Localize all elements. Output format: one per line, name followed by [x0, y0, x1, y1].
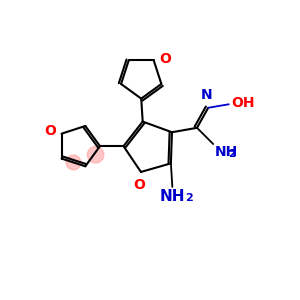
Text: NH: NH — [215, 146, 238, 160]
Circle shape — [66, 155, 81, 170]
Text: O: O — [159, 52, 171, 66]
Text: OH: OH — [231, 96, 254, 110]
Text: O: O — [134, 178, 146, 192]
Text: O: O — [44, 124, 56, 138]
Text: NH: NH — [160, 189, 185, 204]
Circle shape — [87, 146, 104, 163]
Text: 2: 2 — [229, 149, 236, 159]
Text: N: N — [201, 88, 212, 103]
Text: 2: 2 — [185, 194, 193, 203]
